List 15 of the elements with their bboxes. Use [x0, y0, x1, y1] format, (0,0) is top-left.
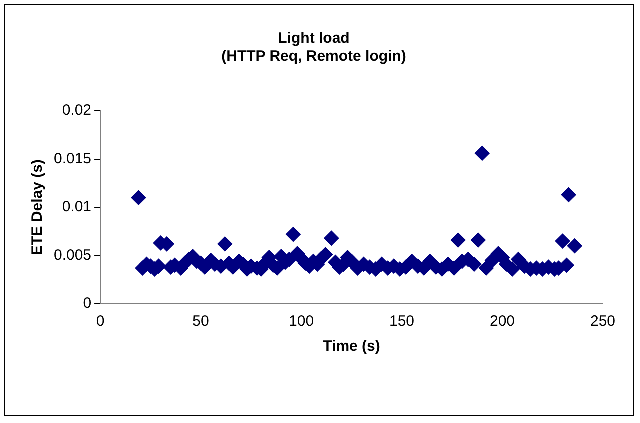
y-tick-label: 0.01 — [62, 198, 92, 216]
x-tick-label: 50 — [192, 313, 210, 330]
x-tick-label: 200 — [490, 313, 516, 330]
chart-subtitle: (HTTP Req, Remote login) — [222, 48, 406, 66]
y-tick-label: 0 — [83, 295, 92, 312]
y-tick-label: 0.02 — [62, 102, 92, 120]
x-tick-label: 250 — [590, 313, 616, 330]
y-tick-label: 0.015 — [54, 150, 92, 168]
x-tick-label: 100 — [289, 313, 314, 330]
y-axis-title: ETE Delay (s) — [29, 160, 46, 256]
x-tick-label: 150 — [390, 313, 415, 330]
x-tick-label: 0 — [96, 313, 105, 330]
x-axis-title: Time (s) — [323, 338, 380, 356]
y-tick-label: 0.005 — [54, 246, 92, 264]
chart-title: Light load — [278, 30, 350, 48]
